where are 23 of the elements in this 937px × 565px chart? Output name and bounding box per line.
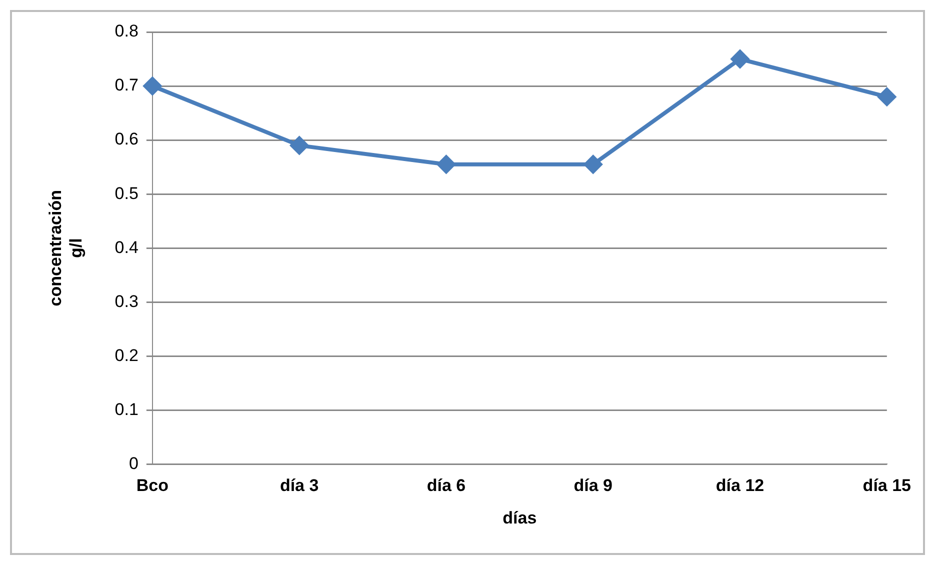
y-tick-label: 0.4 bbox=[114, 238, 138, 257]
point bbox=[878, 88, 896, 106]
x-axis-title: días bbox=[502, 508, 537, 528]
y-tick-label: 0.8 bbox=[114, 22, 138, 41]
x-tick-label: día 15 bbox=[862, 476, 912, 496]
y-tick-label: 0.2 bbox=[114, 346, 138, 365]
x-tick-label: día 12 bbox=[716, 476, 764, 496]
y-tick-label: 0.3 bbox=[114, 292, 138, 311]
y-tick-label: 0.7 bbox=[114, 76, 138, 95]
point bbox=[437, 155, 456, 174]
y-axis-title: concentración g/l bbox=[46, 190, 86, 306]
x-tick-label: día 6 bbox=[426, 476, 466, 496]
x-tick-label: Bco bbox=[136, 476, 168, 496]
y-tick-label: 0.6 bbox=[114, 130, 138, 149]
point bbox=[584, 155, 602, 174]
y-tick-label: 0.5 bbox=[114, 184, 138, 203]
point bbox=[143, 77, 162, 96]
y-tick-label: 0.1 bbox=[114, 400, 138, 419]
x-tick-label: día 9 bbox=[574, 476, 612, 496]
point bbox=[290, 136, 308, 154]
point bbox=[731, 50, 750, 68]
x-tick-label: día 3 bbox=[280, 476, 319, 496]
y-tick-label: 0 bbox=[128, 454, 138, 473]
